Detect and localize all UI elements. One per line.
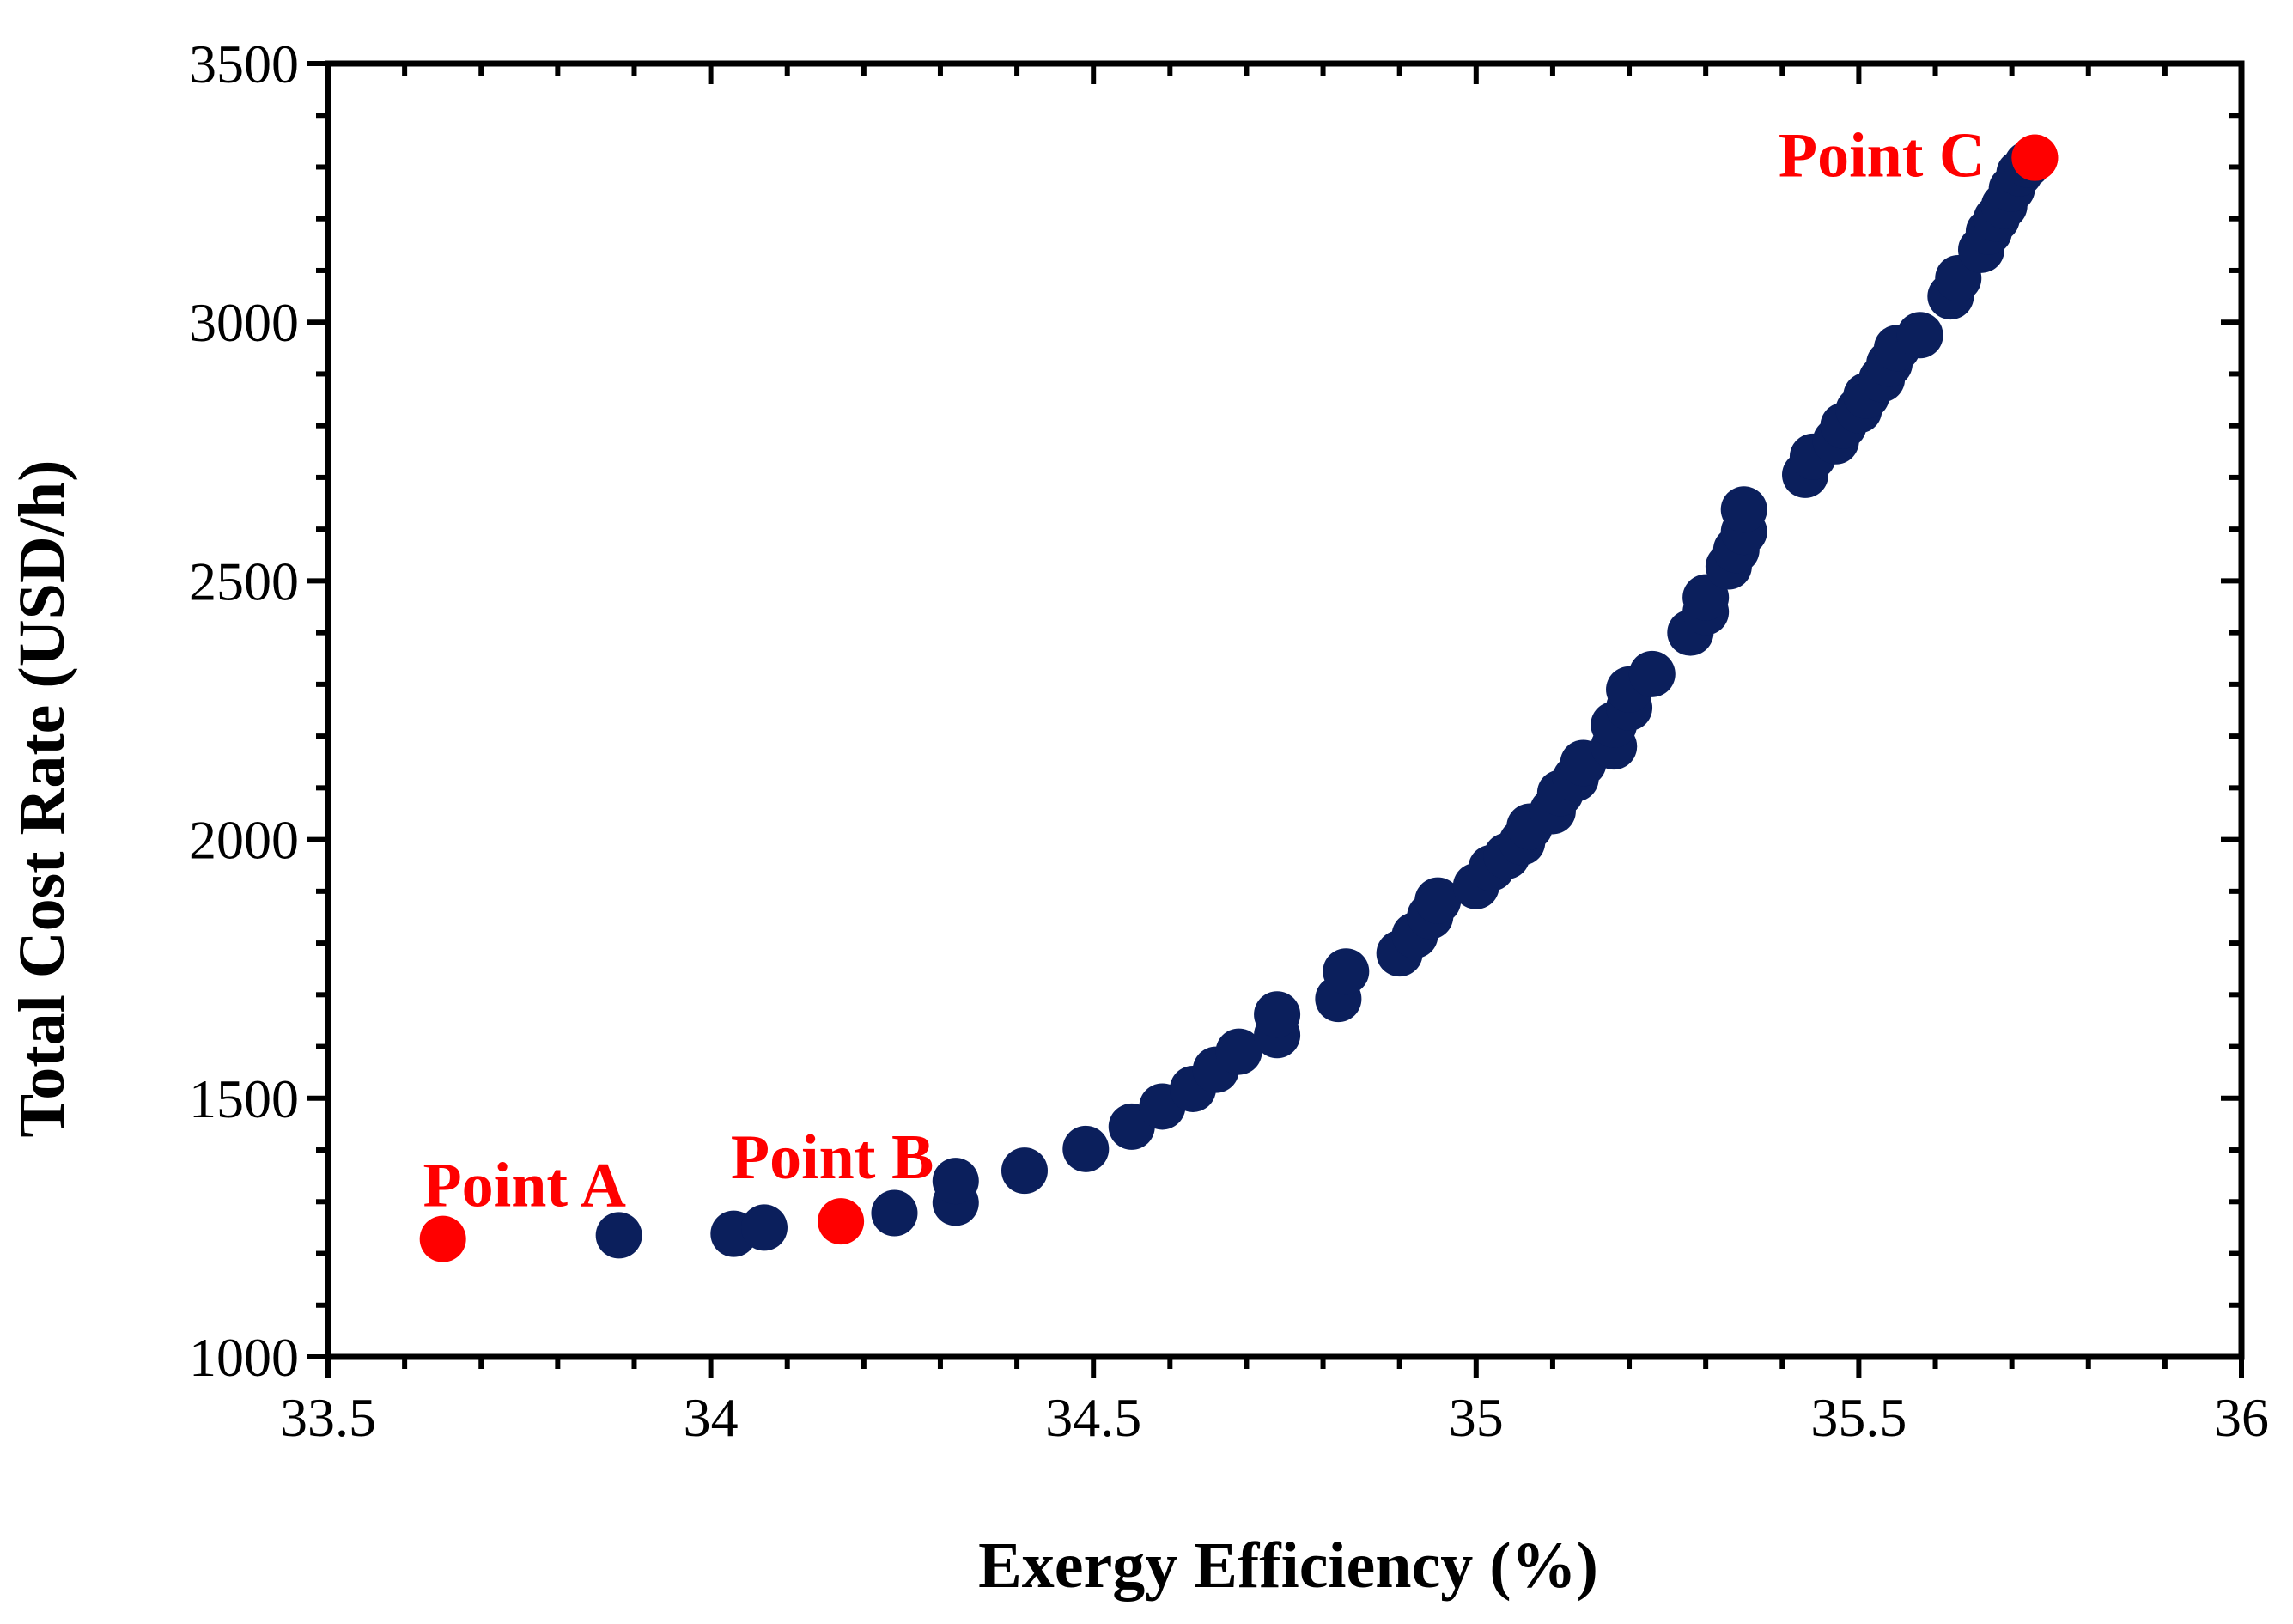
x-tick-label: 34.5	[1045, 1387, 1141, 1448]
data-point	[595, 1212, 642, 1259]
annotation-label: Point B	[731, 1122, 934, 1193]
data-point	[932, 1158, 979, 1205]
y-tick-label: 3500	[189, 33, 299, 94]
x-tick-label: 34	[684, 1387, 739, 1448]
y-axis-title: Total Cost Rate (USD/h)	[6, 460, 78, 1138]
x-tick-label: 36	[2214, 1387, 2269, 1448]
y-tick-label: 1000	[189, 1327, 299, 1388]
annotation-label: Point A	[423, 1151, 625, 1221]
data-point	[1414, 877, 1462, 924]
x-tick-label: 35	[1449, 1387, 1504, 1448]
axis-ticks	[307, 61, 2244, 1378]
data-point	[1001, 1147, 1048, 1195]
y-tick-label: 2000	[189, 810, 299, 871]
plot-area	[325, 60, 2245, 1360]
x-tick-label: 35.5	[1810, 1387, 1907, 1448]
data-point	[871, 1189, 918, 1237]
data-point	[740, 1204, 788, 1251]
highlight-point-top	[2011, 134, 2059, 181]
y-tick-label: 3000	[189, 292, 299, 353]
data-point	[1215, 1028, 1262, 1075]
data-point	[1323, 948, 1370, 995]
data-point	[1720, 486, 1767, 533]
annotations: Point A Point B Point C	[423, 121, 2059, 1221]
data-point	[1062, 1125, 1110, 1172]
plot-frame	[325, 60, 2245, 1360]
annotation-label: Point C	[1779, 121, 1986, 192]
x-axis-title: Exergy Efficiency (%)	[978, 1530, 1598, 1602]
x-tick-labels: 33.5 34 34.5 35 35.5 36	[280, 1387, 2269, 1448]
data-point	[1254, 991, 1301, 1038]
x-tick-label: 33.5	[280, 1387, 376, 1448]
y-tick-label: 2500	[189, 550, 299, 611]
data-markers	[419, 134, 2059, 1262]
highlight-point	[818, 1198, 865, 1245]
y-tick-label: 1500	[189, 1068, 299, 1129]
data-point	[1896, 312, 1943, 359]
data-point	[1628, 650, 1676, 697]
y-tick-labels: 1000 1500 2000 2500 3000 3500	[189, 33, 299, 1388]
highlight-point	[419, 1215, 466, 1262]
